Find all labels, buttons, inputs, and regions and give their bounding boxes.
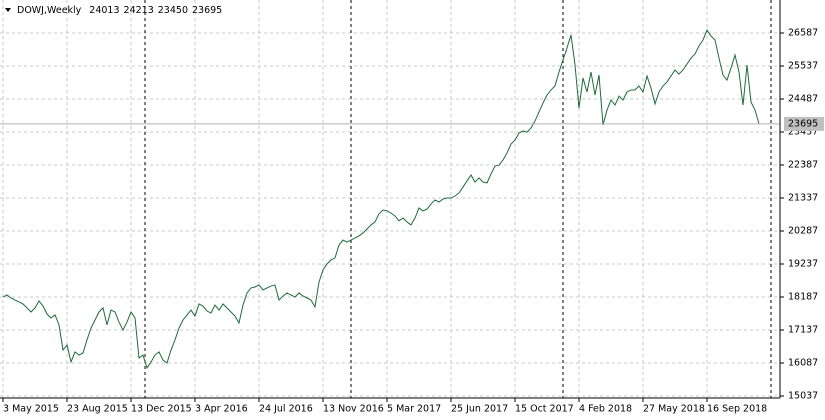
x-tick-label: 27 May 2018: [643, 404, 705, 415]
x-tick-label: 13 Nov 2016: [323, 404, 384, 415]
x-tick-label: 16 Sep 2018: [707, 404, 767, 415]
y-tick-label: 22387: [788, 159, 818, 170]
y-tick-label: 17137: [788, 324, 818, 335]
x-tick-label: 25 Jun 2017: [451, 404, 508, 415]
x-tick-label: 13 Dec 2015: [131, 404, 192, 415]
high: 24213: [124, 5, 154, 16]
low: 23450: [158, 5, 188, 16]
open: 24013: [89, 5, 119, 16]
y-tick-label: 16087: [788, 357, 818, 368]
x-tick-label: 5 Mar 2017: [387, 404, 441, 415]
x-tick-label: 15 Oct 2017: [515, 404, 574, 415]
y-tick-label: 21337: [788, 192, 818, 203]
chart-header: DOWJ,Weekly 24013 24213 23450 23695: [17, 5, 222, 16]
x-tick-label: 23 Aug 2015: [67, 404, 128, 415]
chart-title: DOWJ,Weekly: [17, 5, 82, 16]
close: 23695: [192, 5, 222, 16]
grid: [0, 0, 780, 398]
y-tick-label: 24487: [788, 93, 818, 104]
y-tick-label: 18187: [788, 291, 818, 302]
collapse-icon[interactable]: [5, 8, 11, 12]
y-tick-label: 15037: [788, 390, 818, 401]
current-price-box: [784, 116, 824, 131]
y-tick-label: 19237: [788, 258, 818, 269]
x-tick-label: 24 Jul 2016: [259, 404, 313, 415]
current-price-label: 23695: [788, 118, 818, 129]
x-tick-label: 3 May 2015: [3, 404, 59, 415]
x-tick-label: 3 Apr 2016: [195, 404, 248, 415]
plot: [0, 29, 780, 370]
price-line: [2, 29, 760, 370]
y-tick-label: 20287: [788, 225, 818, 236]
y-tick-label: 23437: [788, 126, 818, 137]
x-tick-label: 4 Feb 2018: [579, 404, 632, 415]
y-tick-label: 25537: [788, 60, 818, 71]
y-tick-label: 26587: [788, 27, 818, 38]
